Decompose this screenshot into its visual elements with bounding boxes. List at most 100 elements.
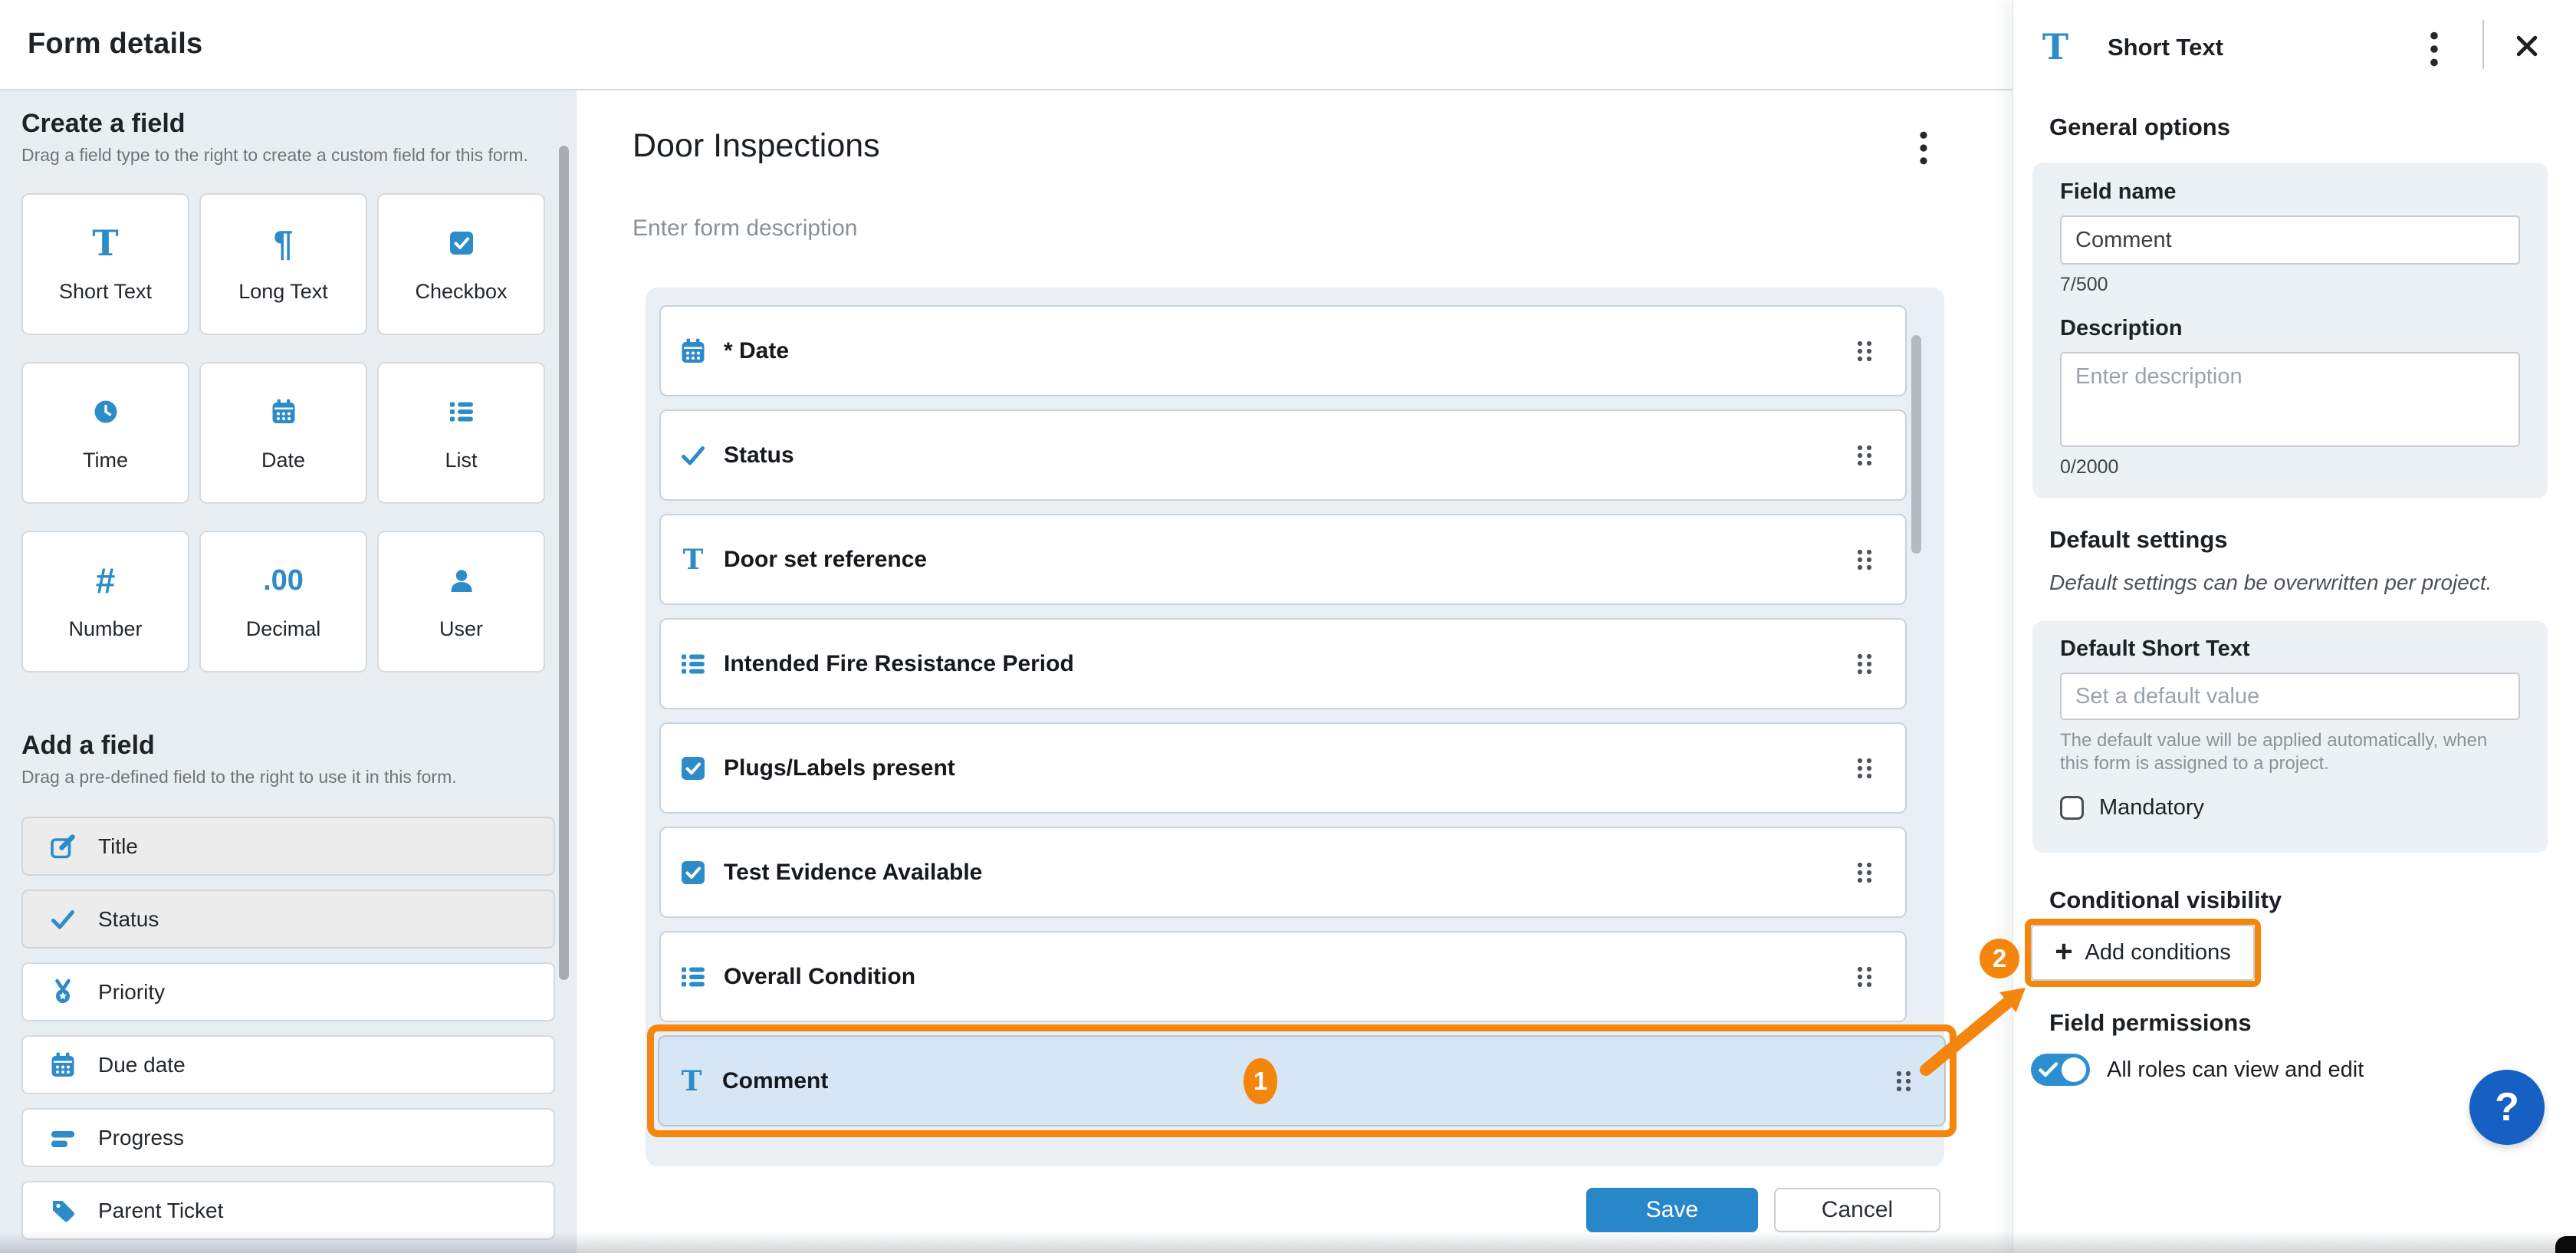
- field-type-tile-date[interactable]: Date: [199, 362, 367, 504]
- annotation-step-2-badge: 2: [1980, 939, 2019, 978]
- form-field-row-test-evidence-available[interactable]: Test Evidence Available: [659, 827, 1907, 918]
- general-options-card: Field name 7/500 Description 0/2000: [2032, 163, 2548, 498]
- annotation-step-2-outline: + Add conditions: [2025, 919, 2261, 987]
- drag-handle-icon[interactable]: [1894, 1069, 1914, 1093]
- field-type-tile-number[interactable]: # Number: [21, 531, 189, 673]
- field-library-sidebar: Create a field Drag a field type to the …: [0, 90, 577, 1253]
- save-button[interactable]: Save: [1586, 1188, 1758, 1232]
- field-type-tile-long-text[interactable]: ¶ Long Text: [199, 193, 367, 335]
- date-icon: [49, 1051, 77, 1079]
- date-icon: [679, 337, 707, 365]
- add-conditions-button[interactable]: + Add conditions: [2031, 925, 2255, 981]
- field-name-counter: 7/500: [2060, 274, 2108, 295]
- form-field-row-overall-condition[interactable]: Overall Condition: [659, 931, 1907, 1022]
- form-description-input[interactable]: [632, 215, 1322, 242]
- field-name-input[interactable]: [2060, 215, 2520, 265]
- form-field-list: 1 * Date Status T Door set reference Int…: [646, 288, 1957, 1166]
- field-type-tile-checkbox[interactable]: Checkbox: [377, 193, 545, 335]
- mandatory-label: Mandatory: [2099, 795, 2205, 820]
- description-counter: 0/2000: [2060, 456, 2119, 478]
- edit-icon: [49, 833, 77, 860]
- predefined-field-due-date[interactable]: Due date: [21, 1035, 555, 1094]
- checkbox-icon: [679, 755, 707, 782]
- progress-icon: [49, 1124, 77, 1152]
- default-short-text-label: Default Short Text: [2060, 636, 2250, 661]
- page-title: Form details: [28, 28, 203, 60]
- drag-handle-icon[interactable]: [1855, 965, 1875, 989]
- form-field-row-date[interactable]: * Date: [659, 305, 1907, 396]
- default-value-input[interactable]: [2060, 673, 2520, 720]
- description-input[interactable]: [2060, 352, 2520, 447]
- checkbox-icon: [679, 859, 707, 886]
- list-icon: [443, 393, 480, 430]
- close-icon[interactable]: [2516, 35, 2538, 57]
- add-field-subtitle: Drag a pre-defined field to the right to…: [21, 767, 457, 787]
- help-button[interactable]: ?: [2469, 1070, 2545, 1145]
- checkbox-icon: [443, 225, 480, 261]
- toggle-check-icon: [2039, 1062, 2058, 1077]
- form-title[interactable]: Door Inspections: [632, 127, 880, 164]
- short-text-icon: T: [681, 1064, 702, 1097]
- field-list-scrollbar[interactable]: [1911, 335, 1921, 554]
- predefined-field-list: Title Status Priority Due date Progress …: [21, 817, 555, 1240]
- medal-icon: [49, 978, 77, 1006]
- field-type-tile-user[interactable]: User: [377, 531, 545, 673]
- form-field-row-intended-fire-resistance-period[interactable]: Intended Fire Resistance Period: [659, 618, 1907, 709]
- cancel-button[interactable]: Cancel: [1774, 1188, 1940, 1232]
- short-text-icon: T: [682, 543, 704, 576]
- drag-handle-icon[interactable]: [1855, 652, 1875, 676]
- long-text-icon: ¶: [273, 223, 294, 263]
- number-icon: #: [95, 561, 116, 600]
- form-editor: Door Inspections 1 * Date Status T Door …: [577, 90, 2013, 1253]
- chat-widget-corner: [2555, 1236, 2576, 1253]
- toggle-knob: [2062, 1057, 2086, 1082]
- field-type-tile-list[interactable]: List: [377, 362, 545, 504]
- predefined-field-title[interactable]: Title: [21, 817, 555, 876]
- general-options-heading: General options: [2049, 113, 2230, 140]
- field-type-tile-short-text[interactable]: T Short Text: [21, 193, 189, 335]
- panel-title: Short Text: [2108, 34, 2223, 61]
- list-icon: [679, 650, 707, 678]
- top-bar: Form details: [0, 0, 2013, 90]
- plus-icon: +: [2055, 934, 2073, 969]
- all-roles-toggle-label: All roles can view and edit: [2107, 1057, 2364, 1082]
- sidebar-scrollbar[interactable]: [559, 146, 569, 980]
- drag-handle-icon[interactable]: [1855, 860, 1875, 885]
- field-name-label: Field name: [2060, 179, 2177, 204]
- time-icon: [87, 393, 124, 430]
- default-settings-note: Default settings can be overwritten per …: [2049, 571, 2492, 594]
- predefined-field-status[interactable]: Status: [21, 890, 555, 949]
- form-field-row-plugs-labels-present[interactable]: Plugs/Labels present: [659, 722, 1907, 814]
- default-settings-card: Default Short Text The default value wil…: [2032, 621, 2548, 853]
- drag-handle-icon[interactable]: [1855, 756, 1875, 781]
- description-label: Description: [2060, 316, 2183, 340]
- field-permissions-heading: Field permissions: [2049, 1009, 2252, 1036]
- list-icon: [679, 963, 707, 991]
- all-roles-toggle[interactable]: [2031, 1054, 2090, 1086]
- predefined-field-progress[interactable]: Progress: [21, 1108, 555, 1167]
- field-type-tile-time[interactable]: Time: [21, 362, 189, 504]
- field-type-tile-decimal[interactable]: .00 Decimal: [199, 531, 367, 673]
- form-menu-kebab-icon[interactable]: [1912, 130, 1935, 166]
- default-value-hint: The default value will be applied automa…: [2060, 730, 2488, 774]
- panel-menu-kebab-icon[interactable]: [2425, 31, 2443, 67]
- date-icon: [265, 393, 302, 430]
- mandatory-checkbox[interactable]: [2060, 796, 2084, 820]
- field-type-grid: T Short Text ¶ Long Text Checkbox Time D…: [21, 193, 555, 673]
- predefined-field-parent-ticket[interactable]: Parent Ticket: [21, 1181, 555, 1240]
- create-field-heading: Create a field: [21, 109, 186, 138]
- annotation-step-1-outline: T Comment: [647, 1024, 1957, 1137]
- drag-handle-icon[interactable]: [1855, 548, 1875, 572]
- tags-icon: [49, 1197, 77, 1225]
- form-field-row-door-set-reference[interactable]: T Door set reference: [659, 514, 1907, 605]
- form-field-row-comment[interactable]: T Comment: [658, 1035, 1946, 1126]
- conditional-visibility-heading: Conditional visibility: [2049, 886, 2282, 913]
- drag-handle-icon[interactable]: [1855, 443, 1875, 468]
- drag-handle-icon[interactable]: [1855, 339, 1875, 363]
- form-field-row-status[interactable]: Status: [659, 409, 1907, 501]
- header-divider: [2482, 20, 2484, 69]
- short-text-icon: T: [2042, 26, 2069, 67]
- predefined-field-priority[interactable]: Priority: [21, 962, 555, 1021]
- check-icon: [679, 442, 707, 469]
- check-icon: [49, 906, 77, 933]
